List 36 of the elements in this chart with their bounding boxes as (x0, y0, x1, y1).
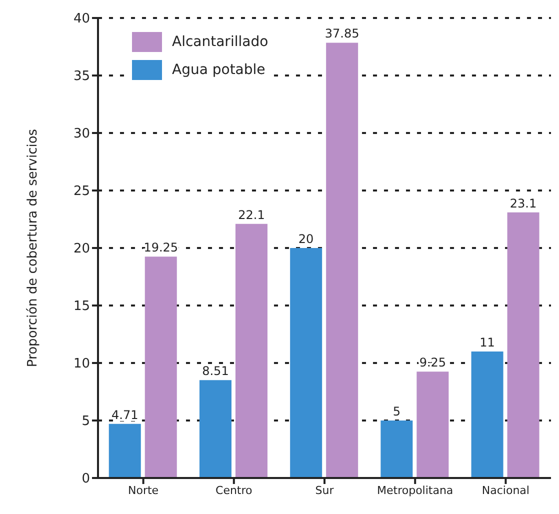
y-tick-label: 15 (73, 299, 90, 314)
bar (235, 224, 268, 478)
y-tick-label: 5 (82, 414, 90, 430)
bar (416, 372, 449, 478)
data-label: 5 (392, 404, 400, 418)
y-tick-label: 20 (73, 242, 90, 257)
bar (108, 424, 141, 478)
y-tick-label: 10 (73, 356, 90, 372)
x-tick-label: Norte (128, 484, 159, 497)
bar (326, 42, 358, 478)
bar (199, 380, 232, 478)
legend-label: Agua potable (172, 62, 266, 78)
bar (380, 420, 413, 478)
y-axis-title: Proporción de cobertura de servicios (26, 128, 41, 368)
legend-label: Alcantarillado (172, 34, 268, 50)
bar (507, 212, 540, 478)
data-label: 37.85 (324, 26, 360, 41)
bar (471, 352, 504, 478)
bar (144, 256, 177, 478)
y-tick-label: 30 (73, 126, 90, 142)
y-tick-label: 35 (73, 69, 90, 84)
y-tick-label: 0 (82, 472, 90, 487)
data-label: 20 (298, 232, 314, 246)
data-label: 11 (480, 336, 495, 350)
x-tick-label: Metropolitana (377, 484, 454, 497)
y-tick-label: 25 (73, 184, 90, 200)
x-tick-label: Sur (315, 484, 334, 497)
data-label: 4.71 (112, 408, 138, 422)
bar (290, 248, 322, 478)
data-label: 8.51 (202, 364, 229, 378)
x-tick-label: Nacional (482, 484, 530, 497)
x-tick-label: Centro (216, 484, 253, 497)
y-tick-label: 40 (73, 12, 90, 27)
data-label: 22.1 (238, 208, 265, 222)
data-label: 23.1 (510, 196, 537, 210)
data-label: 9.25 (419, 356, 446, 370)
